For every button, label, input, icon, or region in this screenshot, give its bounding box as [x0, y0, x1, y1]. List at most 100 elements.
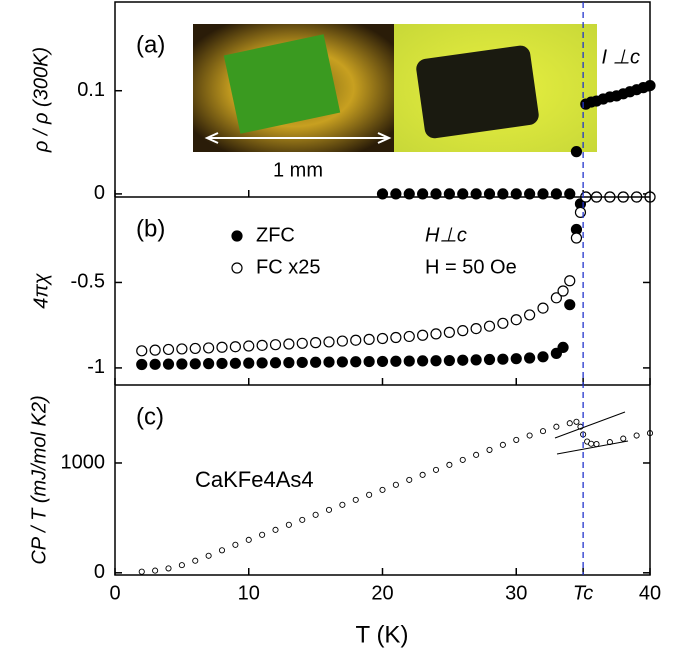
data-point	[514, 437, 519, 442]
data-point	[324, 357, 334, 367]
data-point	[244, 358, 254, 368]
data-point	[364, 334, 374, 344]
plot-series	[137, 192, 655, 369]
data-point	[337, 357, 347, 367]
x-tick-label: 20	[371, 582, 393, 604]
annotation: H = 50 Oe	[425, 256, 517, 278]
data-point	[271, 358, 281, 368]
legend-label: ZFC	[256, 224, 295, 246]
data-point	[485, 321, 495, 331]
data-point	[177, 344, 187, 354]
inset-photo	[193, 24, 597, 152]
data-point	[311, 338, 321, 348]
data-point	[391, 356, 401, 366]
data-point	[137, 346, 147, 356]
data-point	[407, 477, 412, 482]
y-tick-label: 0.1	[77, 79, 105, 101]
data-point	[364, 357, 374, 367]
figure: 00.1ρ / ρ (300K)(a)-1-0.54πχ(b)ZFCFC x25…	[0, 0, 679, 661]
data-point	[458, 355, 468, 365]
data-point	[458, 326, 468, 336]
data-point	[153, 568, 158, 573]
data-point	[487, 447, 492, 452]
legend-label: FC x25	[256, 256, 320, 278]
data-point	[286, 522, 291, 527]
data-point	[474, 452, 479, 457]
data-point	[574, 419, 579, 424]
data-point	[471, 355, 481, 365]
data-point	[337, 336, 347, 346]
data-point	[431, 356, 441, 366]
y-tick-label: 0	[94, 182, 105, 204]
data-point	[378, 356, 388, 366]
data-point	[219, 548, 224, 553]
data-point	[594, 441, 599, 446]
data-point	[565, 276, 575, 286]
data-point	[230, 358, 240, 368]
x-axis-label: T (K)	[356, 621, 409, 648]
data-point	[538, 352, 548, 362]
fit-line	[555, 412, 625, 438]
data-point	[284, 339, 294, 349]
y-tick-label: 1000	[61, 451, 106, 473]
data-point	[297, 338, 307, 348]
data-point	[538, 303, 548, 313]
data-point	[558, 286, 568, 296]
data-point	[217, 358, 227, 368]
data-point	[139, 569, 144, 574]
y-axis-label: ρ / ρ (300K)	[30, 47, 52, 153]
data-point	[150, 359, 160, 369]
data-point	[567, 421, 572, 426]
data-point	[634, 433, 639, 438]
panel-label: (c)	[136, 403, 164, 430]
data-point	[260, 532, 265, 537]
data-point	[353, 497, 358, 502]
annotation: H⊥c	[425, 224, 467, 246]
data-point	[498, 318, 508, 328]
x-tick-label: 40	[639, 582, 661, 604]
data-point	[418, 330, 428, 340]
data-point	[206, 553, 211, 558]
data-point	[511, 354, 521, 364]
data-point	[326, 507, 331, 512]
y-tick-label: -1	[87, 356, 105, 378]
data-point	[193, 558, 198, 563]
scale-label: 1 mm	[273, 159, 323, 181]
data-point	[575, 207, 585, 217]
data-point	[164, 344, 174, 354]
data-point	[190, 359, 200, 369]
legend-marker	[232, 263, 242, 273]
data-point	[431, 329, 441, 339]
data-point	[351, 357, 361, 367]
data-point	[511, 315, 521, 325]
data-point	[391, 332, 401, 342]
plot-series	[139, 419, 652, 574]
panel-label: (b)	[136, 215, 165, 242]
data-point	[589, 441, 594, 446]
data-point	[525, 353, 535, 363]
data-point	[558, 342, 568, 352]
data-point	[150, 345, 160, 355]
data-point	[471, 324, 481, 334]
data-point	[540, 429, 545, 434]
data-point	[246, 537, 251, 542]
data-point	[273, 527, 278, 532]
data-point	[404, 331, 414, 341]
data-point	[621, 436, 626, 441]
x-tick-label: Tc	[573, 582, 593, 604]
data-point	[367, 492, 372, 497]
data-point	[313, 512, 318, 517]
data-point	[271, 340, 281, 350]
data-point	[204, 343, 214, 353]
panel-label: (a)	[136, 31, 165, 58]
data-point	[420, 472, 425, 477]
y-tick-label: -0.5	[71, 271, 105, 293]
data-point	[244, 341, 254, 351]
data-point	[500, 442, 505, 447]
data-point	[444, 356, 454, 366]
y-tick-label: 0	[94, 561, 105, 583]
data-point	[233, 542, 238, 547]
data-point	[433, 467, 438, 472]
data-point	[257, 358, 267, 368]
data-point	[217, 342, 227, 352]
